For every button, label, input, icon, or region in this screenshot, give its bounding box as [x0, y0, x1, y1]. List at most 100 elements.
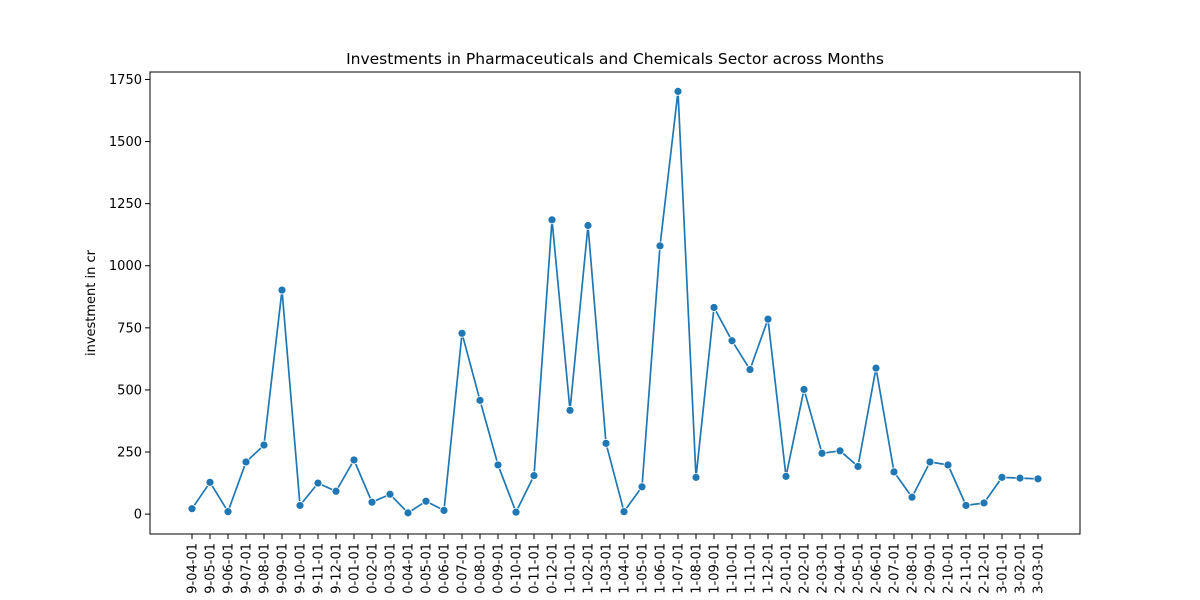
data-point: [601, 438, 611, 448]
y-tick-label: 750: [117, 321, 142, 336]
data-point: [997, 472, 1007, 482]
series-line: [191, 90, 1039, 514]
y-tick-label: 1750: [109, 73, 142, 88]
x-tick-label: 1-09-01: [708, 543, 723, 594]
x-tick-label: 9-12-01: [330, 543, 345, 594]
x-tick-label: 1-06-01: [654, 543, 669, 594]
x-axis: 9-04-01 9-05-01 9-06-01 9-07-01 9-08-01 9-09-…: [186, 534, 1047, 594]
data-point: [583, 221, 593, 230]
data-point: [205, 477, 215, 487]
x-tick-label: 2-04-01: [834, 543, 849, 594]
x-tick-label: 1-12-01: [762, 543, 777, 594]
data-point: [1033, 474, 1043, 484]
data-point: [637, 482, 647, 492]
data-point: [439, 506, 449, 515]
x-tick-label: 1-04-01: [618, 543, 633, 594]
x-tick-label: 9-06-01: [222, 543, 237, 594]
x-tick-label: 9-05-01: [204, 543, 219, 594]
x-tick-label: 2-02-01: [798, 543, 813, 594]
data-point: [889, 467, 899, 477]
data-point: [727, 336, 737, 346]
data-point: [979, 498, 989, 508]
x-tick-label: 0-06-01: [438, 543, 453, 594]
data-point: [259, 440, 269, 450]
data-point: [475, 395, 485, 405]
y-tick-label: 1000: [109, 259, 142, 274]
data-point: [493, 460, 503, 470]
x-tick-label: 0-04-01: [402, 543, 417, 594]
data-point: [565, 405, 575, 415]
x-tick-label: 2-10-01: [942, 543, 957, 594]
x-tick-label: 3-03-01: [1032, 543, 1047, 594]
chart-title: Investments in Pharmaceuticals and Chemi…: [346, 50, 884, 68]
data-point: [367, 497, 377, 507]
data-point: [655, 241, 665, 251]
data-point: [961, 501, 971, 510]
x-tick-label: 3-01-01: [996, 543, 1011, 594]
data-point: [709, 303, 719, 312]
x-tick-label: 1-11-01: [744, 543, 759, 594]
x-tick-label: 9-08-01: [258, 543, 273, 594]
plot-area: [149, 71, 1081, 535]
x-tick-label: 0-11-01: [528, 543, 543, 594]
x-tick-label: 1-07-01: [672, 543, 687, 594]
x-tick-label: 0-05-01: [420, 543, 435, 594]
data-point: [547, 215, 557, 225]
data-point: [529, 471, 539, 481]
x-tick-label: 1-08-01: [690, 543, 705, 594]
data-point: [925, 457, 935, 467]
series-layer: [187, 86, 1043, 518]
data-point: [745, 365, 755, 374]
data-point: [781, 471, 791, 481]
x-tick-label: 0-07-01: [456, 543, 471, 594]
data-point: [871, 363, 881, 373]
data-point: [835, 446, 845, 456]
data-point: [385, 489, 395, 499]
x-tick-label: 1-03-01: [600, 543, 615, 594]
data-point: [763, 314, 773, 324]
data-point: [907, 492, 917, 502]
data-point: [817, 448, 827, 458]
x-tick-label: 9-09-01: [276, 543, 291, 594]
x-tick-label: 9-04-01: [186, 543, 201, 594]
data-point: [241, 457, 251, 467]
y-tick-label: 250: [117, 446, 142, 461]
x-tick-label: 2-01-01: [780, 543, 795, 594]
x-tick-label: 2-03-01: [816, 543, 831, 594]
x-tick-label: 2-11-01: [960, 543, 975, 594]
y-axis: 0 250 500 750 1000 1250 1500 1750: [109, 73, 150, 523]
x-tick-label: 0-03-01: [384, 543, 399, 594]
x-tick-label: 0-09-01: [492, 543, 507, 594]
data-point: [403, 508, 413, 518]
x-tick-label: 0-12-01: [546, 543, 561, 594]
x-tick-label: 0-08-01: [474, 543, 489, 594]
data-point: [943, 460, 953, 470]
data-point: [223, 507, 233, 517]
y-tick-label: 500: [117, 383, 142, 398]
x-tick-label: 2-06-01: [870, 543, 885, 594]
y-axis-title: investment in cr: [84, 249, 99, 356]
data-point: [421, 496, 431, 506]
x-tick-label: 0-02-01: [366, 543, 381, 594]
data-point: [511, 507, 521, 517]
x-tick-label: 1-02-01: [582, 543, 597, 594]
x-tick-label: 1-01-01: [564, 543, 579, 594]
data-point: [619, 507, 629, 517]
x-tick-label: 3-02-01: [1014, 543, 1029, 594]
y-tick-label: 1250: [109, 197, 142, 212]
x-tick-label: 0-01-01: [348, 543, 363, 594]
data-point: [1015, 473, 1025, 483]
x-tick-label: 1-10-01: [726, 543, 741, 594]
x-tick-label: 2-12-01: [978, 543, 993, 594]
data-point: [673, 86, 683, 96]
data-point: [349, 455, 359, 465]
x-tick-label: 1-05-01: [636, 543, 651, 594]
x-tick-label: 0-10-01: [510, 543, 525, 594]
x-tick-label: 2-07-01: [888, 543, 903, 594]
data-point: [691, 472, 701, 482]
data-point: [853, 462, 863, 471]
data-point: [457, 328, 467, 338]
data-point: [295, 501, 305, 510]
data-point: [313, 478, 323, 488]
